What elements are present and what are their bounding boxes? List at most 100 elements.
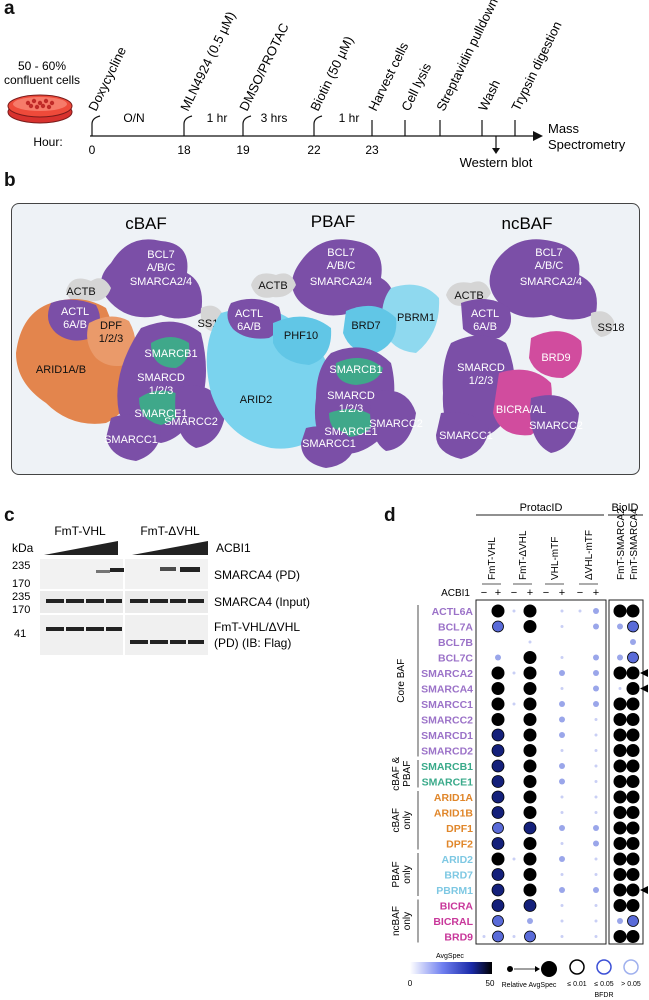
timeline-figure: 50 - 60% confluent cells Hour: Doxycycli…	[4, 0, 626, 170]
dot	[560, 873, 564, 876]
timeline-step-8: Wash	[475, 77, 503, 136]
dot	[559, 763, 565, 769]
dot	[523, 697, 537, 711]
dot	[613, 666, 627, 680]
dot	[594, 780, 598, 783]
protein-label: ACTB	[454, 290, 483, 302]
dot	[523, 744, 537, 757]
dot	[491, 790, 505, 804]
protein-label: SMARCB1	[144, 348, 197, 360]
method-bioid: BioID	[612, 502, 639, 514]
protein-label: 1/2/3	[339, 403, 363, 415]
dot	[626, 682, 640, 695]
dot	[512, 671, 516, 675]
protein-label: SS18	[598, 322, 625, 334]
blot-label-flag-2: (PD) (IB: Flag)	[214, 636, 291, 650]
row-label: SMARCC1	[421, 699, 473, 711]
dot	[491, 697, 505, 711]
dot	[613, 790, 627, 804]
protein-label: SMARCB1	[329, 364, 382, 376]
dot	[594, 919, 598, 923]
legend-bfdr-title: BFDR	[594, 992, 613, 999]
protein-label: 6A/B	[237, 321, 261, 333]
dot	[626, 883, 640, 897]
dot	[523, 806, 537, 819]
legend-scale-max: 50	[486, 979, 495, 988]
group-label: PBAF	[391, 861, 402, 887]
dot	[613, 899, 627, 912]
dot	[527, 918, 533, 924]
mw-marker-5: 41	[14, 628, 26, 640]
dot	[613, 697, 627, 711]
dot	[559, 670, 565, 676]
dot	[560, 904, 564, 907]
dot	[594, 733, 598, 737]
mw-marker-1: 235	[12, 560, 30, 572]
protein-label: SMARCC2	[164, 416, 218, 428]
blot-label-input: SMARCA4 (Input)	[214, 595, 310, 609]
mass-spec-line1: Mass	[548, 121, 580, 136]
protein-label: ARID2	[240, 394, 272, 406]
dot	[523, 883, 537, 897]
dot	[627, 915, 639, 927]
protein-label: DPF	[100, 320, 122, 332]
dot	[626, 806, 640, 819]
dot	[528, 640, 532, 644]
dot	[594, 857, 598, 861]
dot	[593, 608, 599, 614]
dot	[492, 930, 504, 943]
protein-label: BRD7	[351, 320, 380, 332]
dot	[626, 821, 640, 835]
dot	[626, 604, 640, 618]
western-blot-label: Western blot	[460, 155, 533, 170]
dot	[560, 919, 564, 923]
column-header: VHL-mTF	[550, 537, 561, 580]
group-label: Core BAF	[396, 659, 407, 703]
column-header: FmT-VHL	[487, 537, 498, 580]
dot	[578, 609, 582, 613]
dot	[613, 713, 627, 726]
protein-label: A/B/C	[147, 262, 176, 274]
row-label: ARID1A	[434, 792, 474, 804]
row-label: DPF2	[446, 839, 473, 851]
row-arrow	[640, 684, 648, 693]
protein-label: SMARCA2/4	[130, 276, 192, 288]
legend-bfdr-2: ≤ 0.05	[594, 981, 614, 988]
dot	[491, 682, 505, 695]
group-label: ncBAF	[391, 906, 402, 936]
dot	[626, 728, 640, 742]
dot	[512, 857, 516, 861]
acbi1-sign: −	[481, 587, 487, 599]
western-blot-figure: FmT-VHL FmT-ΔVHL ACBI1 kDa 235 170 235 1…	[12, 524, 310, 655]
protein-label: SMARCE1	[134, 408, 187, 420]
row-label: SMARCC2	[421, 715, 473, 727]
dot	[560, 935, 564, 938]
dot	[491, 744, 505, 757]
dot	[523, 682, 537, 695]
dot	[594, 935, 598, 938]
dot	[594, 873, 598, 876]
protacid-frame	[475, 599, 607, 945]
row-label: ACTL6A	[432, 606, 474, 618]
dot	[594, 718, 598, 721]
acbi1-sign: +	[495, 587, 501, 599]
hour-label: Hour:	[33, 135, 62, 149]
dot	[593, 670, 599, 676]
group-label: cBAF	[391, 808, 402, 832]
dot	[492, 620, 504, 633]
dot	[626, 837, 640, 850]
dot	[594, 795, 598, 799]
complex-title-cbaf: cBAF	[125, 214, 167, 233]
row-arrow	[640, 669, 648, 677]
step-label: Biotin (50 µM)	[307, 34, 356, 114]
acbi1-sign: +	[593, 587, 599, 599]
dot	[491, 775, 505, 788]
row-label: BRD7	[444, 870, 473, 882]
protein-label: SMARCA2/4	[520, 276, 582, 288]
column-header: FmT-SMARCA4	[629, 508, 640, 580]
dot	[613, 821, 627, 835]
step-label: Doxycycline	[85, 44, 129, 113]
bioid-frame	[608, 599, 644, 945]
protein-label: A/B/C	[327, 260, 356, 272]
protein-label: SMARCD	[457, 362, 505, 374]
